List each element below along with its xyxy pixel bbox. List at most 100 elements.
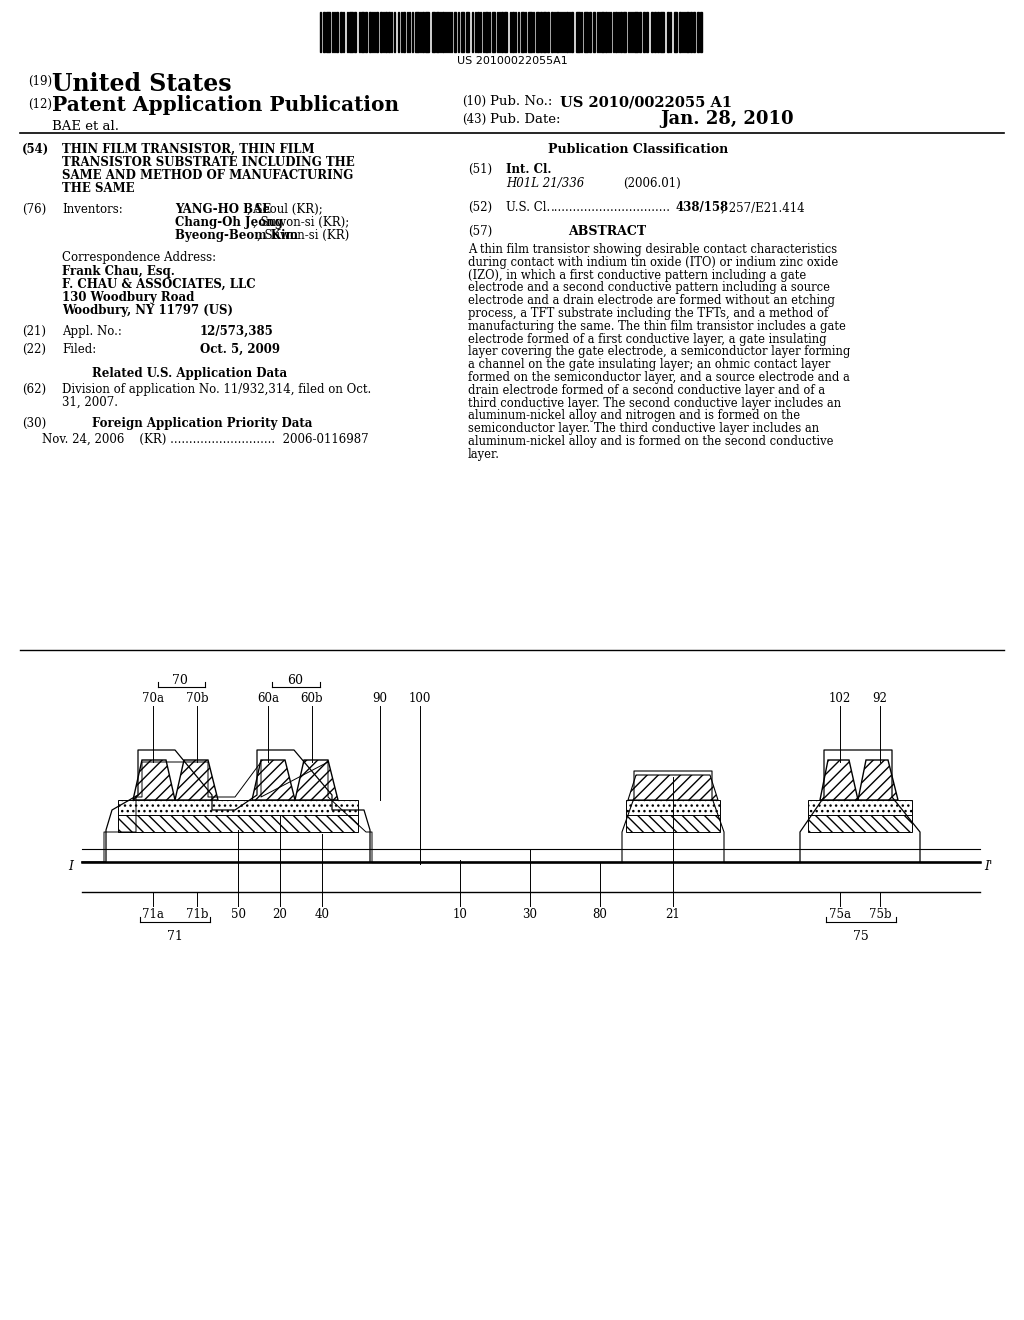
Text: electrode and a drain electrode are formed without an etching: electrode and a drain electrode are form…	[468, 294, 835, 308]
Text: 75: 75	[853, 931, 869, 942]
Bar	[623, 12, 626, 51]
Bar	[454, 12, 456, 51]
Bar	[504, 12, 507, 51]
Bar	[383, 12, 384, 51]
Polygon shape	[175, 760, 218, 800]
Bar	[589, 12, 591, 51]
Text: TRANSISTOR SUBSTRATE INCLUDING THE: TRANSISTOR SUBSTRATE INCLUDING THE	[62, 156, 354, 169]
Text: SAME AND METHOD OF MANUFACTURING: SAME AND METHOD OF MANUFACTURING	[62, 169, 353, 182]
Text: Correspondence Address:: Correspondence Address:	[62, 251, 216, 264]
Text: 70b: 70b	[185, 692, 208, 705]
Text: Patent Application Publication: Patent Application Publication	[52, 95, 399, 115]
Bar	[540, 12, 542, 51]
Bar	[326, 12, 330, 51]
Text: 90: 90	[373, 692, 387, 705]
Text: (52): (52)	[468, 201, 493, 214]
Bar	[501, 12, 503, 51]
Text: layer.: layer.	[468, 447, 500, 461]
Text: Chang-Oh Jeong: Chang-Oh Jeong	[175, 216, 283, 228]
Text: 50: 50	[230, 908, 246, 921]
Text: (54): (54)	[22, 143, 49, 156]
Bar	[451, 12, 452, 51]
Text: Woodbury, NY 11797 (US): Woodbury, NY 11797 (US)	[62, 304, 233, 317]
Text: 102: 102	[828, 692, 851, 705]
Text: 60: 60	[287, 675, 303, 686]
Bar	[431, 12, 434, 51]
Bar	[667, 12, 669, 51]
Text: 130 Woodbury Road: 130 Woodbury Road	[62, 290, 195, 304]
Bar	[600, 12, 603, 51]
Text: , Seoul (KR);: , Seoul (KR);	[247, 203, 323, 216]
Text: Pub. Date:: Pub. Date:	[490, 114, 560, 125]
Bar	[512, 12, 514, 51]
Bar	[403, 12, 406, 51]
Bar	[336, 12, 338, 51]
Bar	[400, 12, 402, 51]
Text: A thin film transistor showing desirable contact characteristics: A thin film transistor showing desirable…	[468, 243, 838, 256]
Bar	[476, 12, 478, 51]
Text: ................................: ................................	[551, 201, 671, 214]
Text: (IZO), in which a first conductive pattern including a gate: (IZO), in which a first conductive patte…	[468, 268, 806, 281]
Polygon shape	[295, 760, 338, 800]
Bar	[369, 12, 371, 51]
Bar	[612, 12, 614, 51]
Text: 75b: 75b	[868, 908, 891, 921]
Bar	[699, 12, 701, 51]
Bar	[547, 12, 549, 51]
Bar	[604, 12, 606, 51]
Text: a channel on the gate insulating layer; an ohmic contact layer: a channel on the gate insulating layer; …	[468, 358, 830, 371]
Bar	[615, 12, 617, 51]
Text: (62): (62)	[22, 383, 46, 396]
Bar	[696, 12, 698, 51]
Bar	[441, 12, 443, 51]
Bar	[551, 12, 553, 51]
Text: (21): (21)	[22, 325, 46, 338]
Bar	[650, 12, 652, 51]
Bar	[435, 12, 438, 51]
Text: Byeong-Beom Kim: Byeong-Beom Kim	[175, 228, 298, 242]
Text: , Suwon-si (KR);: , Suwon-si (KR);	[253, 216, 349, 228]
Bar	[390, 12, 392, 51]
Bar	[692, 12, 694, 51]
Text: semiconductor layer. The third conductive layer includes an: semiconductor layer. The third conductiv…	[468, 422, 819, 436]
Polygon shape	[118, 814, 358, 832]
Bar	[458, 12, 459, 51]
Text: (43): (43)	[462, 114, 486, 125]
Text: 60a: 60a	[257, 692, 279, 705]
Text: 100: 100	[409, 692, 431, 705]
Text: U.S. Cl.: U.S. Cl.	[506, 201, 550, 214]
Text: US 20100022055A1: US 20100022055A1	[457, 55, 567, 66]
Text: 71: 71	[167, 931, 183, 942]
Bar	[524, 12, 526, 51]
Text: electrode formed of a first conductive layer, a gate insulating: electrode formed of a first conductive l…	[468, 333, 826, 346]
Bar	[683, 12, 685, 51]
Bar	[584, 12, 588, 51]
Text: 71a: 71a	[142, 908, 164, 921]
Text: THE SAME: THE SAME	[62, 182, 134, 195]
Text: Publication Classification: Publication Classification	[548, 143, 728, 156]
Bar	[422, 12, 424, 51]
Text: 20: 20	[272, 908, 288, 921]
Text: 71b: 71b	[185, 908, 208, 921]
Text: (30): (30)	[22, 417, 46, 430]
Text: 10: 10	[453, 908, 467, 921]
Polygon shape	[628, 775, 718, 800]
Text: Nov. 24, 2006    (KR) ............................  2006-0116987: Nov. 24, 2006 (KR) .....................…	[42, 433, 369, 446]
Text: aluminum-nickel alloy and is formed on the second conductive: aluminum-nickel alloy and is formed on t…	[468, 436, 834, 447]
Bar	[376, 12, 378, 51]
Bar	[679, 12, 681, 51]
Text: during contact with indium tin oxide (ITO) or indium zinc oxide: during contact with indium tin oxide (IT…	[468, 256, 839, 269]
Bar	[543, 12, 546, 51]
Bar	[323, 12, 325, 51]
Bar	[566, 12, 568, 51]
Text: BAE et al.: BAE et al.	[52, 120, 119, 133]
Polygon shape	[626, 800, 720, 814]
Text: United States: United States	[52, 73, 231, 96]
Text: aluminum-nickel alloy and nitrogen and is formed on the: aluminum-nickel alloy and nitrogen and i…	[468, 409, 800, 422]
Text: 21: 21	[666, 908, 680, 921]
Bar	[528, 12, 532, 51]
Polygon shape	[808, 814, 912, 832]
Polygon shape	[808, 800, 912, 814]
Text: ; 257/E21.414: ; 257/E21.414	[721, 201, 805, 214]
Text: 92: 92	[872, 692, 888, 705]
